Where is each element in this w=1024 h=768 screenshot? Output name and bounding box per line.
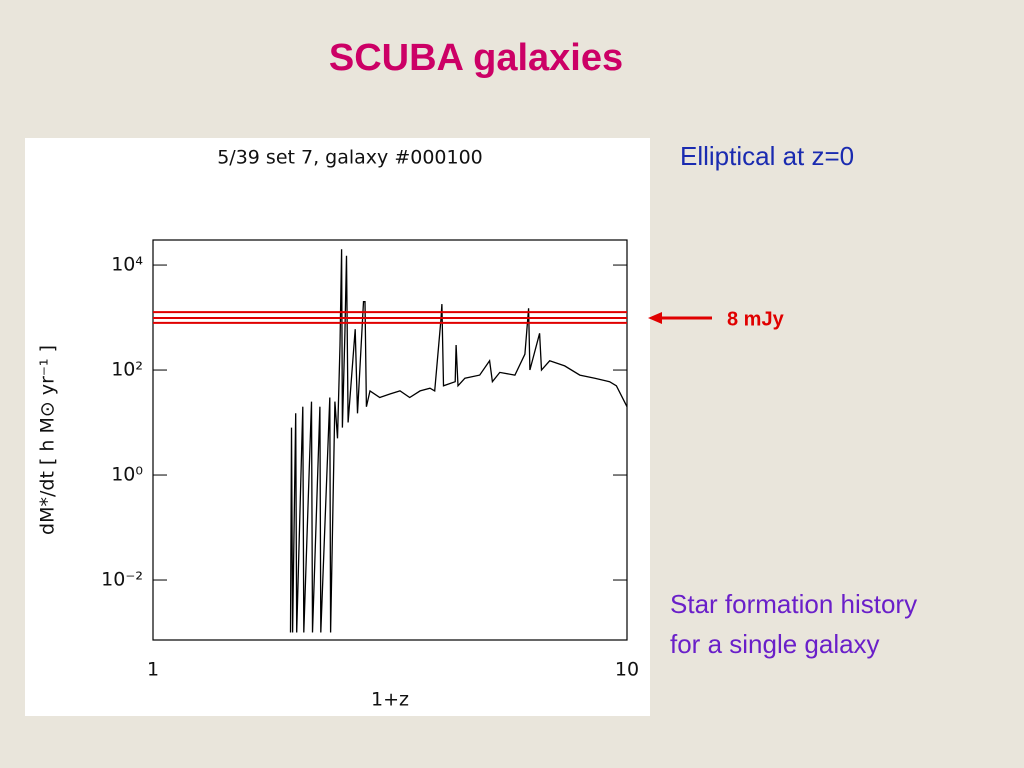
note: for a single galaxy — [670, 629, 880, 659]
reference-label: 8 mJy — [727, 308, 785, 330]
plot-frame — [152, 239, 628, 641]
plot: 5/39 set 7, galaxy #000100 1+z dM*/dt [ … — [37, 147, 640, 711]
arrow-head — [648, 312, 662, 325]
y-tick-label: 10⁰ — [111, 464, 143, 486]
sfr-line — [289, 249, 628, 633]
x-tick-label: 10 — [615, 659, 639, 681]
y-tick-label: 10⁻² — [101, 569, 143, 591]
x-tick-label: 1 — [147, 659, 159, 681]
note: Elliptical at z=0 — [680, 141, 854, 171]
x-axis-label: 1+z — [371, 689, 409, 711]
note: Star formation history — [670, 589, 917, 619]
chart-title: 5/39 set 7, galaxy #000100 — [217, 147, 483, 169]
y-axis-label: dM*/dt [ h M⊙ yr⁻¹ ] — [37, 345, 59, 535]
y-tick-label: 10⁴ — [111, 254, 143, 276]
slide-title: SCUBA galaxies — [329, 37, 623, 79]
y-tick-label: 10² — [111, 359, 143, 381]
